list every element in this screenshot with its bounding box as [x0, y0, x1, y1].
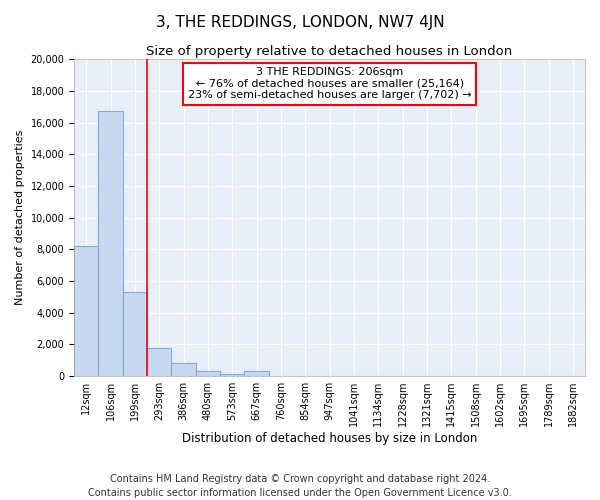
Y-axis label: Number of detached properties: Number of detached properties — [15, 130, 25, 306]
X-axis label: Distribution of detached houses by size in London: Distribution of detached houses by size … — [182, 432, 477, 445]
Bar — [196, 372, 220, 376]
Bar — [98, 112, 123, 376]
Bar — [74, 246, 98, 376]
Bar — [123, 292, 147, 376]
Title: Size of property relative to detached houses in London: Size of property relative to detached ho… — [146, 45, 513, 58]
Text: 3 THE REDDINGS: 206sqm
← 76% of detached houses are smaller (25,164)
23% of semi: 3 THE REDDINGS: 206sqm ← 76% of detached… — [188, 67, 472, 100]
Bar — [147, 348, 172, 376]
Bar — [172, 364, 196, 376]
Bar — [220, 374, 244, 376]
Bar — [244, 372, 269, 376]
Text: Contains HM Land Registry data © Crown copyright and database right 2024.
Contai: Contains HM Land Registry data © Crown c… — [88, 474, 512, 498]
Text: 3, THE REDDINGS, LONDON, NW7 4JN: 3, THE REDDINGS, LONDON, NW7 4JN — [155, 15, 445, 30]
